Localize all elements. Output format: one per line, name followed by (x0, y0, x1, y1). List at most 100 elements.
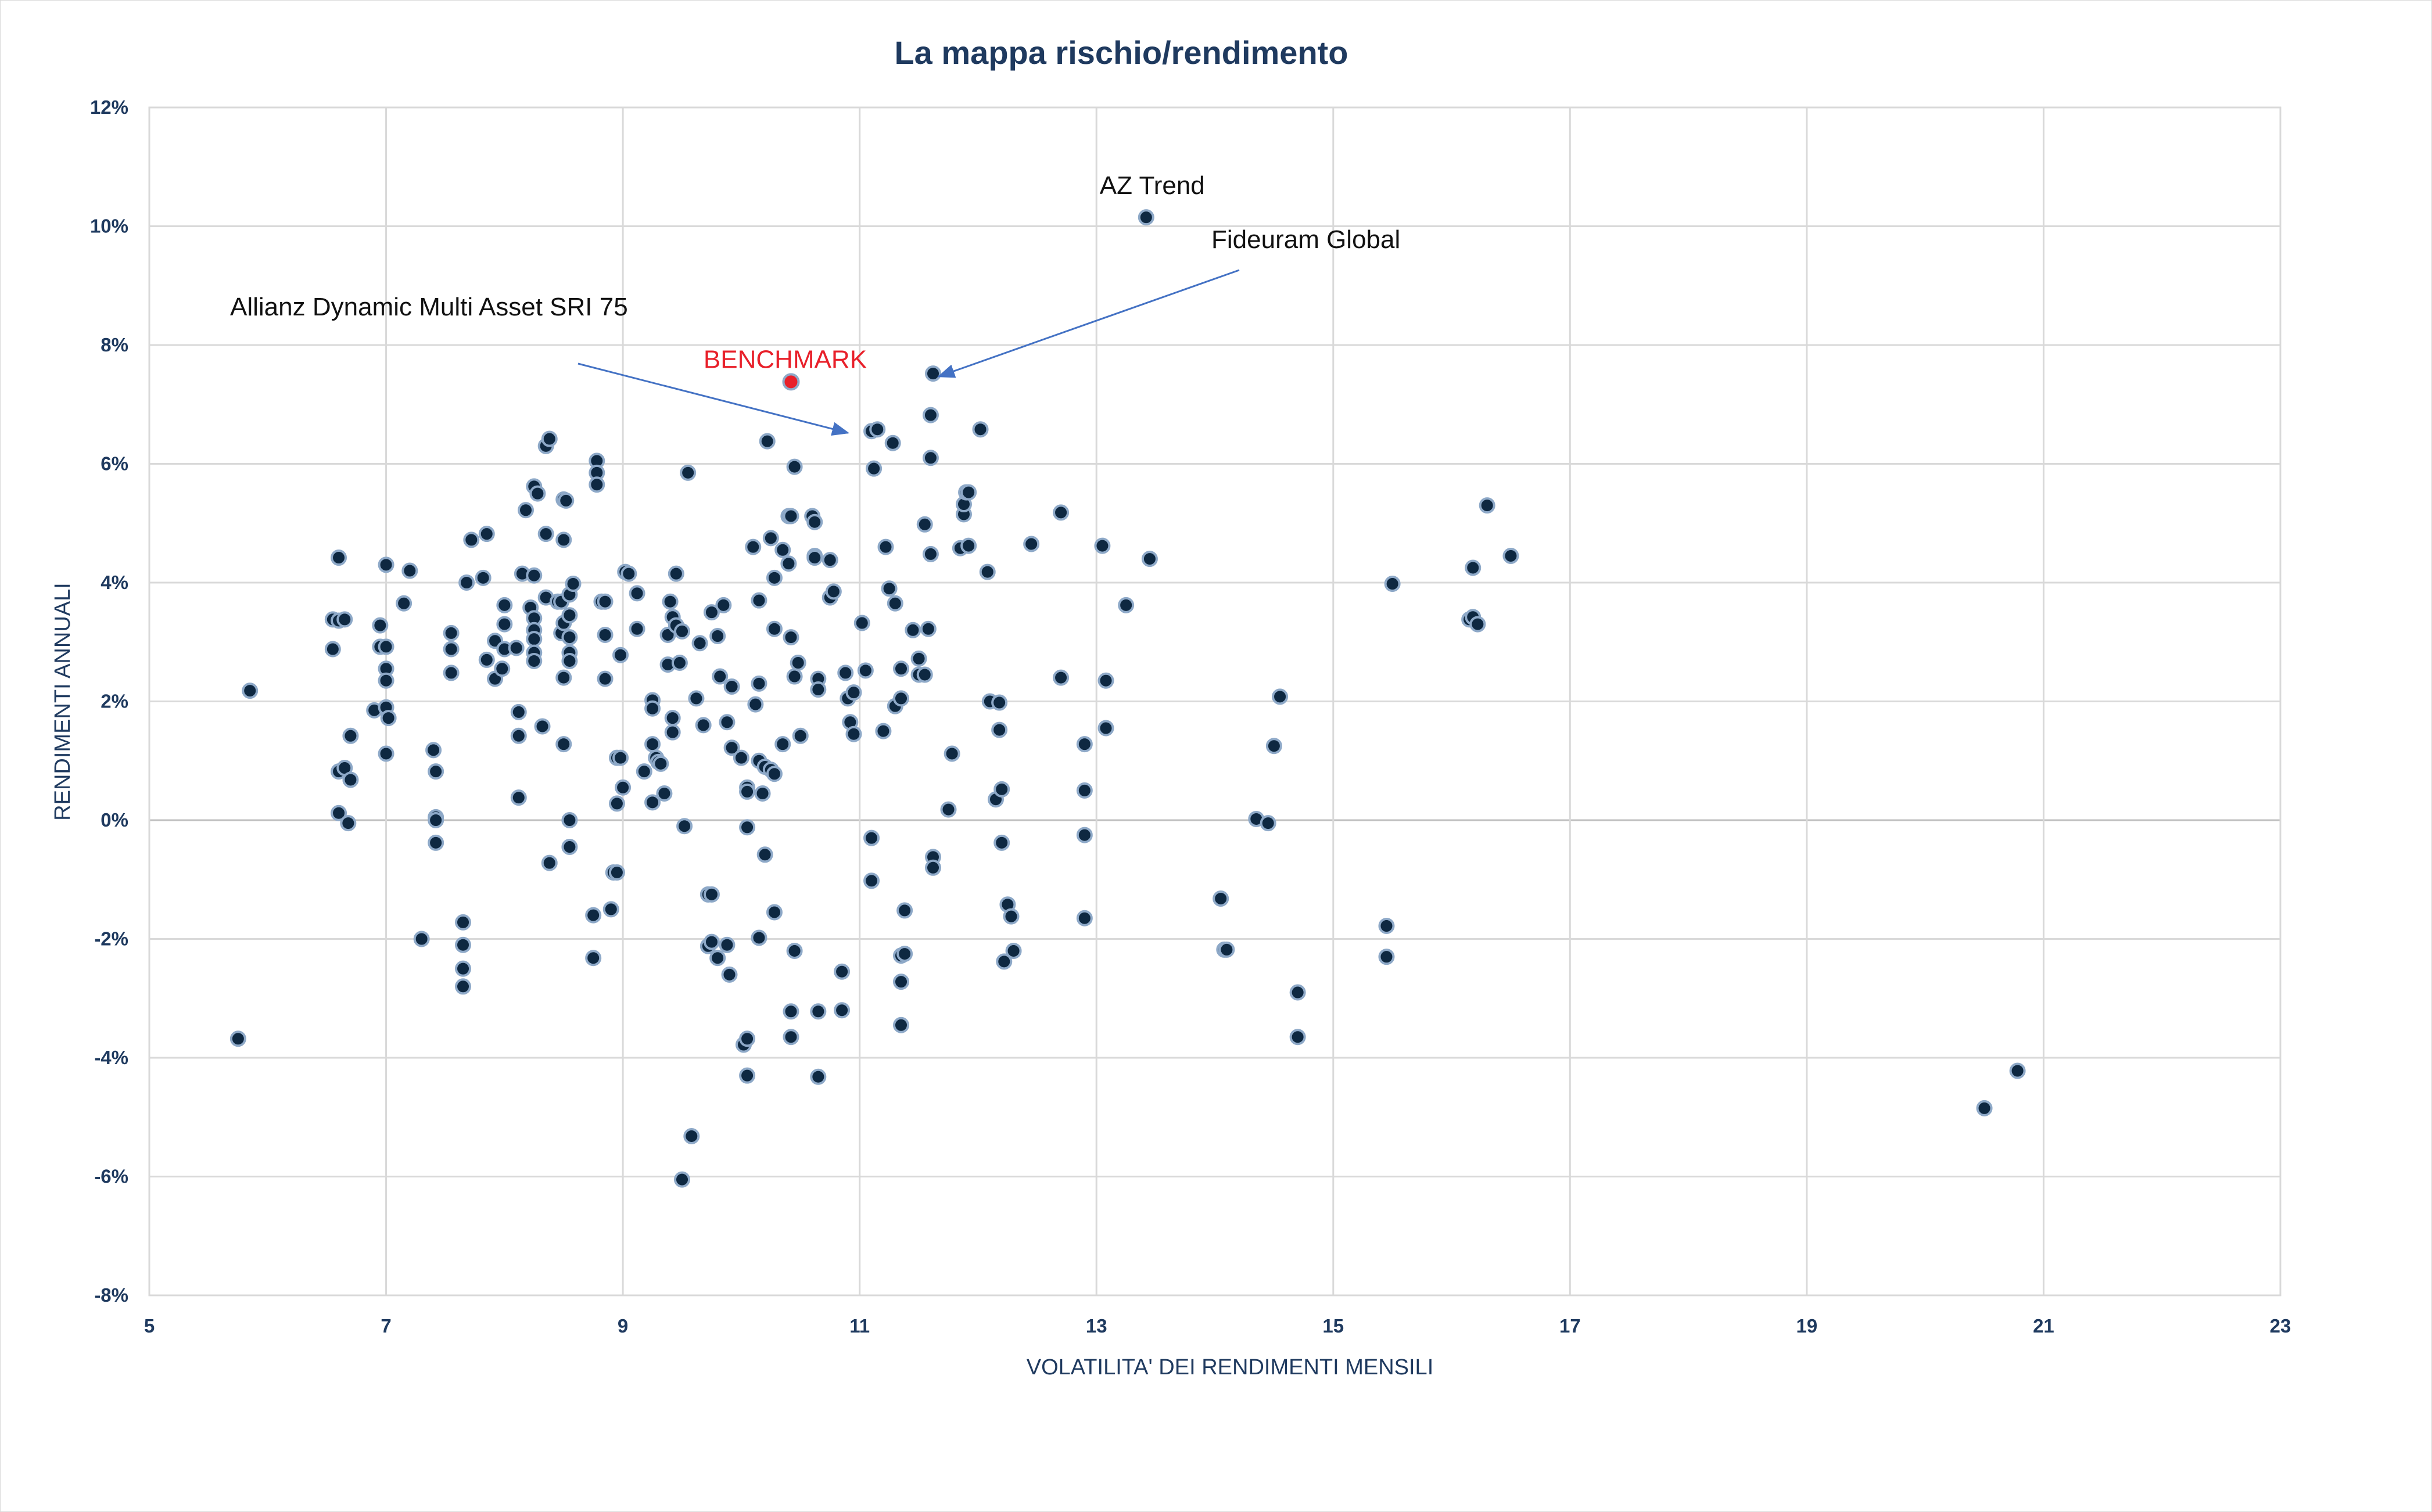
scatter-point (561, 607, 578, 624)
scatter-point (703, 886, 720, 903)
scatter-point (378, 556, 394, 573)
scatter-point (494, 660, 511, 677)
scatter-point (378, 638, 394, 655)
scatter-point (526, 567, 543, 584)
scatter-point (676, 818, 693, 835)
scatter-point (674, 623, 690, 640)
scatter-point (739, 819, 756, 836)
scatter-point (739, 1067, 756, 1084)
scatter-point (428, 834, 444, 851)
scatter-point (455, 978, 472, 995)
scatter-point (541, 854, 558, 871)
scatter-point (555, 736, 572, 753)
scatter-point (774, 736, 791, 753)
scatter-point (751, 675, 767, 692)
scatter-point (703, 933, 720, 950)
scatter-point (636, 763, 652, 780)
scatter-point (733, 749, 749, 766)
scatter-point (766, 620, 783, 637)
scatter-point (759, 433, 776, 450)
scatter-point (565, 576, 582, 592)
scatter-point (671, 655, 688, 671)
x-tick-label: 19 (1796, 1315, 1818, 1337)
scatter-point (1265, 738, 1282, 755)
scatter-point (510, 727, 527, 744)
scatter-point (378, 745, 394, 762)
scatter-point (1272, 688, 1289, 705)
scatter-point (612, 749, 629, 766)
scatter-point (916, 666, 933, 683)
scatter-point (1076, 736, 1093, 753)
scatter-point (783, 629, 799, 646)
scatter-point (853, 615, 870, 631)
scatter-point (1479, 497, 1495, 514)
scatter-point (721, 966, 738, 983)
scatter-point (712, 668, 729, 685)
scatter-point (372, 617, 389, 634)
scatter-point (881, 580, 898, 597)
scatter-point (664, 710, 681, 727)
scatter-point (825, 583, 842, 600)
annotation-az-trend: AZ Trend (1100, 171, 1205, 200)
scatter-point (925, 859, 942, 876)
scatter-point (869, 421, 886, 438)
scatter-point (1289, 1029, 1306, 1046)
scatter-point (1218, 941, 1235, 958)
scatter-point (754, 785, 771, 802)
scatter-point (526, 631, 543, 648)
scatter-point (644, 736, 661, 753)
scatter-point (751, 592, 767, 609)
scatter-point (455, 936, 472, 953)
scatter-point (425, 742, 442, 759)
x-tick-label: 21 (2033, 1315, 2054, 1337)
annotation-fideuram-global: Fideuram Global (1211, 225, 1400, 254)
scatter-point (455, 914, 472, 931)
x-tick-label: 15 (1322, 1315, 1344, 1337)
scatter-point (428, 812, 444, 828)
scatter-point (695, 717, 712, 734)
y-tick-label: -8% (94, 1284, 128, 1306)
scatter-point (475, 569, 492, 586)
scatter-point (837, 665, 854, 681)
y-tick-label: -4% (94, 1047, 128, 1068)
scatter-point (979, 563, 996, 580)
scatter-point (786, 942, 803, 959)
scatter-point (496, 616, 513, 633)
scatter-point (1053, 504, 1070, 521)
scatter-point (428, 763, 444, 780)
scatter-point (555, 669, 572, 686)
scatter-point (478, 651, 495, 668)
y-tick-label: 12% (90, 96, 128, 118)
scatter-point (877, 538, 894, 555)
scatter-point (834, 963, 851, 980)
y-tick-label: 2% (101, 691, 128, 712)
scatter-point (602, 901, 619, 918)
scatter-point (715, 597, 732, 613)
scatter-point (463, 531, 480, 548)
scatter-point (644, 794, 661, 811)
scatter-point (905, 622, 921, 638)
scatter-point (443, 624, 460, 641)
scatter-point (993, 781, 1010, 798)
scatter-point (510, 789, 527, 806)
y-tick-label: 0% (101, 809, 128, 831)
scatter-point (510, 703, 527, 720)
scatter-point (766, 904, 783, 921)
scatter-point (1384, 576, 1401, 592)
scatter-point (747, 696, 764, 713)
y-axis-title: RENDIMENTI ANNUALI (51, 583, 75, 821)
scatter-point (709, 628, 726, 645)
scatter-point (887, 595, 903, 612)
scatter-point (508, 640, 525, 656)
scatter-point (1023, 536, 1040, 552)
y-axis-ticks: -8% -6% -4% -2% 0% 2% 4% 6% 8% 10% 12% (90, 96, 128, 1306)
scatter-point (845, 726, 862, 742)
x-tick-label: 7 (381, 1315, 391, 1337)
scatter-point (680, 464, 697, 481)
scatter-point (892, 1017, 909, 1033)
scatter-point (896, 902, 913, 919)
scatter-point (703, 604, 720, 621)
scatter-point (739, 1030, 756, 1047)
scatter-point (555, 531, 572, 548)
